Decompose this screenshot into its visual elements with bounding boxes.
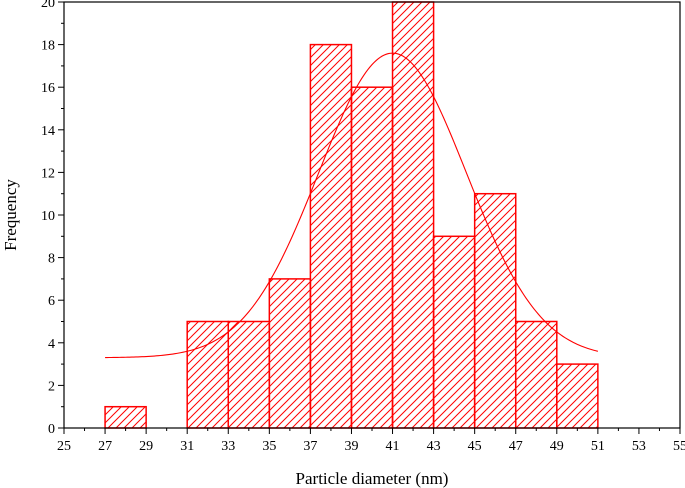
histogram-bar-39-41: [350, 86, 394, 429]
y-tick-label: 16: [41, 81, 55, 96]
y-tick-label: 8: [48, 252, 55, 267]
y-tick-label: 14: [41, 124, 55, 139]
histogram-bar-27-29: [104, 405, 147, 429]
x-tick-label: 53: [632, 439, 646, 454]
x-tick-label: 43: [427, 439, 441, 454]
x-tick-label: 47: [509, 439, 523, 454]
y-axis-ticks: 0 2 4 6 8 10 12 14 16 18 20: [41, 0, 64, 437]
x-tick-label: 27: [98, 439, 112, 454]
y-tick-label: 10: [41, 209, 55, 224]
histogram-bar-41-43: [391, 1, 435, 429]
y-tick-label: 20: [41, 0, 55, 11]
x-tick-label: 35: [262, 439, 276, 454]
histogram-bar-43-45: [432, 235, 476, 429]
x-tick-label: 29: [139, 439, 153, 454]
y-axis-title: Frequency: [1, 179, 20, 251]
x-axis-ticks: 25 27 29 31 33 35 37 39 41 43 45 47 49 51 53 55: [57, 428, 685, 454]
y-tick-label: 12: [41, 166, 55, 181]
y-tick-label: 4: [48, 337, 55, 352]
gaussian-fit-curve: [105, 52, 599, 359]
histogram-bar-31-33: [186, 320, 230, 429]
y-tick-label: 6: [48, 294, 55, 309]
x-tick-label: 49: [550, 439, 564, 454]
x-tick-label: 45: [468, 439, 482, 454]
x-tick-label: 41: [386, 439, 400, 454]
histogram-bars: [104, 1, 599, 429]
x-tick-label: 37: [303, 439, 317, 454]
x-tick-label: 33: [221, 439, 235, 454]
x-tick-label: 51: [591, 439, 605, 454]
y-tick-label: 2: [48, 379, 55, 394]
histogram-bar-47-49: [514, 320, 558, 429]
y-tick-label: 18: [41, 39, 55, 54]
x-axis-title: Particle diameter (nm): [296, 469, 449, 488]
histogram-bar-37-39: [309, 43, 353, 429]
histogram-bar-35-37: [268, 278, 312, 429]
histogram-bar-49-51: [556, 363, 599, 429]
histogram-bar-45-47: [473, 192, 517, 429]
y-tick-label: 0: [48, 422, 55, 437]
x-tick-label: 55: [673, 439, 685, 454]
histogram-bar-33-35: [227, 320, 271, 429]
x-tick-label: 39: [344, 439, 358, 454]
x-tick-label: 31: [180, 439, 194, 454]
x-tick-label: 25: [57, 439, 71, 454]
